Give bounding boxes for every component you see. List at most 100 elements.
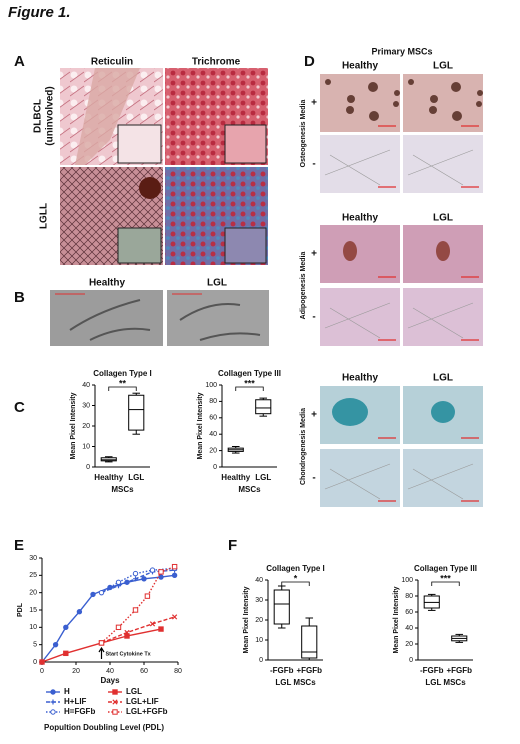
- y-tick-label: 40: [405, 625, 413, 632]
- series-line: [101, 616, 175, 644]
- marker: [115, 579, 122, 585]
- row-label: +: [311, 410, 317, 421]
- y-tick-label: 100: [205, 382, 217, 389]
- y-tick-label: 5: [33, 642, 37, 649]
- y-tick-label: 30: [255, 597, 263, 604]
- legend-label: H: [64, 687, 70, 696]
- media-label: Chondrogenesis Media: [300, 408, 307, 485]
- marker: [63, 650, 69, 657]
- micrograph-detail: [436, 241, 450, 261]
- micrograph-inset: [224, 124, 267, 164]
- box: [273, 589, 290, 625]
- x-tick-label: LGL: [128, 473, 144, 482]
- x-tick-label: LGL: [255, 473, 271, 482]
- panel-title: Primary MSCs: [371, 46, 432, 56]
- figure-title: Figure 1.: [8, 4, 71, 21]
- column-header: Healthy: [342, 61, 379, 72]
- significance-label: *: [294, 573, 298, 583]
- column-header: Reticulin: [91, 57, 133, 68]
- x-tick-label: Healthy: [221, 473, 250, 482]
- micrograph-detail: [431, 401, 455, 423]
- micrograph-detail: [407, 149, 474, 186]
- micrograph-detail: [69, 299, 151, 341]
- legend-label: LGL: [126, 687, 142, 696]
- micrograph-detail: [451, 82, 461, 92]
- micrograph-detail: [343, 241, 357, 261]
- micrograph-detail: [477, 90, 483, 96]
- micrograph-detail: [408, 79, 414, 85]
- x-tick-label: Healthy: [94, 473, 123, 482]
- marker: [171, 563, 178, 570]
- micrograph-detail: [407, 302, 474, 339]
- panel-letter: D: [304, 53, 315, 70]
- y-tick-label: 0: [213, 464, 217, 471]
- significance-label: ***: [440, 573, 451, 583]
- y-tick-label: 10: [255, 637, 263, 644]
- panel-letter: B: [14, 289, 25, 306]
- row-label: LGLL: [39, 203, 50, 229]
- row-label: (uninvolved): [45, 86, 56, 145]
- marker: [112, 699, 118, 705]
- x-axis-label: LGL MSCs: [425, 678, 466, 687]
- x-tick-label: 0: [40, 668, 44, 675]
- micrograph-detail: [324, 149, 391, 186]
- micrograph-detail: [346, 106, 354, 114]
- marker: [52, 641, 59, 648]
- y-tick-label: 20: [255, 617, 263, 624]
- micrograph: [50, 290, 163, 346]
- legend-label: H+LIF: [64, 697, 87, 706]
- media-label: Adipogenesis Media: [300, 252, 307, 320]
- y-tick-label: 100: [401, 577, 413, 584]
- y-tick-label: 20: [209, 447, 217, 454]
- column-header: Healthy: [342, 213, 379, 224]
- micrograph-detail: [325, 79, 331, 85]
- micrograph-detail: [476, 101, 482, 107]
- y-tick-label: 0: [33, 659, 37, 666]
- panel-letter: F: [228, 537, 237, 554]
- marker: [144, 593, 151, 599]
- x-tick-label: +FGFb: [296, 666, 322, 675]
- x-axis-label: MSCs: [238, 485, 261, 494]
- significance-bracket: [281, 581, 310, 586]
- micrograph-detail: [429, 106, 437, 114]
- marker: [112, 709, 118, 715]
- marker: [98, 640, 105, 646]
- micrograph-detail: [347, 95, 355, 103]
- micrograph-detail: [369, 111, 379, 121]
- marker: [50, 689, 56, 695]
- marker: [171, 572, 178, 579]
- y-axis-label: Mean Pixel Intensity: [197, 392, 204, 459]
- x-tick-label: 80: [174, 668, 182, 675]
- y-tick-label: 60: [209, 415, 217, 422]
- y-tick-label: 20: [405, 641, 413, 648]
- marker: [90, 591, 96, 598]
- panel-d-sections: Healthy LGL Osteogenesis Media + - Healthy LGL…: [300, 61, 483, 507]
- micrograph-inset: [224, 227, 267, 264]
- y-tick-label: 20: [82, 423, 90, 430]
- micrograph: [320, 135, 400, 193]
- x-axis-label: MSCs: [111, 485, 134, 494]
- micrograph: [403, 288, 483, 346]
- marker: [50, 709, 56, 715]
- micrograph-detail: [324, 302, 391, 339]
- y-axis-label: Mean Pixel Intensity: [243, 586, 250, 653]
- chart-title: Collagen Type III: [218, 369, 281, 378]
- row-label: +: [311, 98, 317, 109]
- y-tick-label: 0: [86, 464, 90, 471]
- marker: [158, 569, 164, 575]
- y-tick-label: 80: [405, 593, 413, 600]
- marker: [141, 576, 147, 582]
- significance-bracket: [235, 386, 264, 391]
- y-tick-label: 40: [255, 577, 263, 584]
- y-axis-label: Mean Pixel Intensity: [70, 392, 77, 459]
- panel-letter: C: [14, 399, 25, 416]
- micrograph-detail: [407, 463, 474, 500]
- significance-label: **: [119, 378, 127, 388]
- micrograph: [403, 449, 483, 507]
- x-tick-label: +FGFb: [446, 666, 472, 675]
- micrograph-detail: [75, 68, 140, 165]
- column-header: Healthy: [342, 373, 379, 384]
- micrograph-detail: [324, 463, 391, 500]
- marker: [63, 624, 69, 631]
